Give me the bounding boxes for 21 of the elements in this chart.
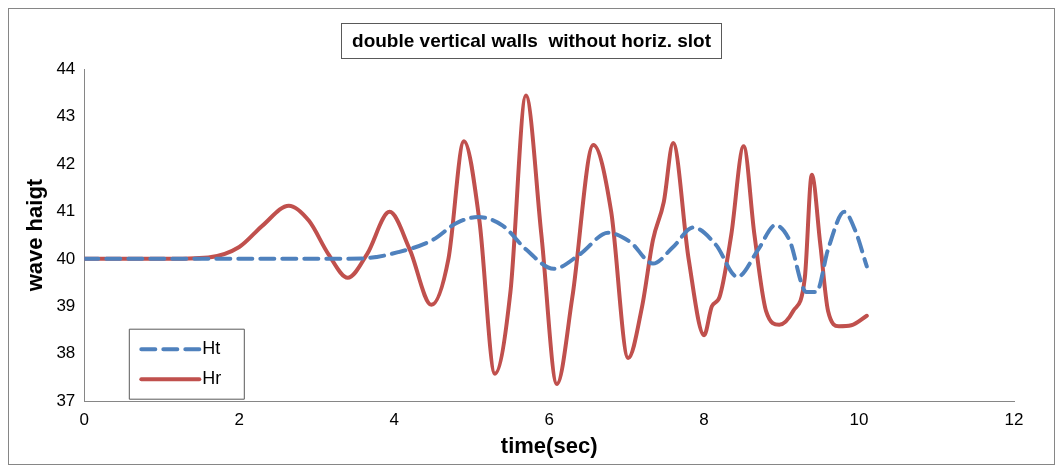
chart-title: double vertical walls without horiz. slot bbox=[341, 23, 722, 59]
y-tick-label: 40 bbox=[56, 248, 76, 268]
y-tick-label: 41 bbox=[56, 201, 76, 221]
legend-label: Hr bbox=[202, 368, 222, 389]
x-tick-label: 12 bbox=[1004, 410, 1024, 430]
x-tick-label: 2 bbox=[234, 410, 244, 430]
y-tick-label: 37 bbox=[56, 390, 76, 410]
x-tick-label: 8 bbox=[699, 410, 709, 430]
y-tick-label: 43 bbox=[56, 106, 76, 126]
line-series bbox=[84, 209, 869, 295]
y-tick-label: 38 bbox=[56, 343, 76, 363]
y-tick-label: 44 bbox=[56, 58, 76, 78]
y-tick-label: 42 bbox=[56, 153, 76, 173]
x-tick-label: 6 bbox=[544, 410, 554, 430]
x-axis-title: time(sec) bbox=[500, 432, 598, 458]
x-tick-label: 10 bbox=[849, 410, 869, 430]
x-tick-label: 4 bbox=[389, 410, 399, 430]
y-tick-label: 39 bbox=[56, 295, 76, 315]
y-axis-title: wave haigt bbox=[22, 178, 48, 293]
legend-label: Ht bbox=[202, 338, 221, 359]
x-tick-label: 0 bbox=[79, 410, 90, 430]
